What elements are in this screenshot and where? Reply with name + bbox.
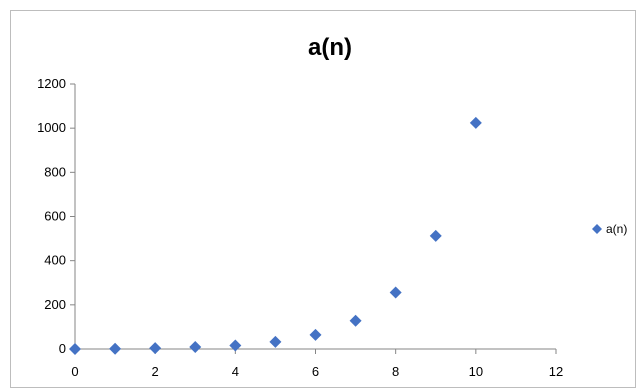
x-tick-label: 4: [232, 364, 239, 379]
y-tick-label: 400: [44, 253, 66, 268]
x-tick-label: 10: [469, 364, 483, 379]
x-tick-label: 12: [549, 364, 563, 379]
y-tick-label: 800: [44, 164, 66, 179]
x-tick-label: 8: [392, 364, 399, 379]
data-point: [109, 342, 122, 355]
data-point: [69, 343, 81, 355]
y-tick-label: 1200: [37, 76, 66, 91]
legend: a(n): [592, 222, 627, 236]
data-point: [149, 342, 162, 355]
y-tick-label: 1000: [37, 120, 66, 135]
data-point: [389, 286, 402, 299]
data-point: [189, 341, 202, 354]
data-point: [429, 229, 442, 242]
x-tick-label: 2: [152, 364, 159, 379]
y-tick-label: 200: [44, 297, 66, 312]
data-point: [349, 314, 362, 327]
data-point: [269, 335, 282, 348]
data-point: [309, 328, 322, 341]
axes: 0 200 400 600 800 1000 1200 0 2 4 6 8 10 12: [37, 76, 563, 379]
data-points: [69, 116, 482, 355]
legend-marker: [592, 224, 602, 234]
chart-area: [10, 10, 636, 388]
y-tick-label: 600: [44, 209, 66, 224]
x-tick-label: 0: [71, 364, 78, 379]
legend-label: a(n): [606, 222, 627, 236]
data-point: [469, 116, 482, 129]
chart-title: a(n): [308, 34, 352, 61]
y-tick-label: 0: [59, 341, 66, 356]
x-tick-label: 6: [312, 364, 319, 379]
data-point: [229, 339, 242, 352]
